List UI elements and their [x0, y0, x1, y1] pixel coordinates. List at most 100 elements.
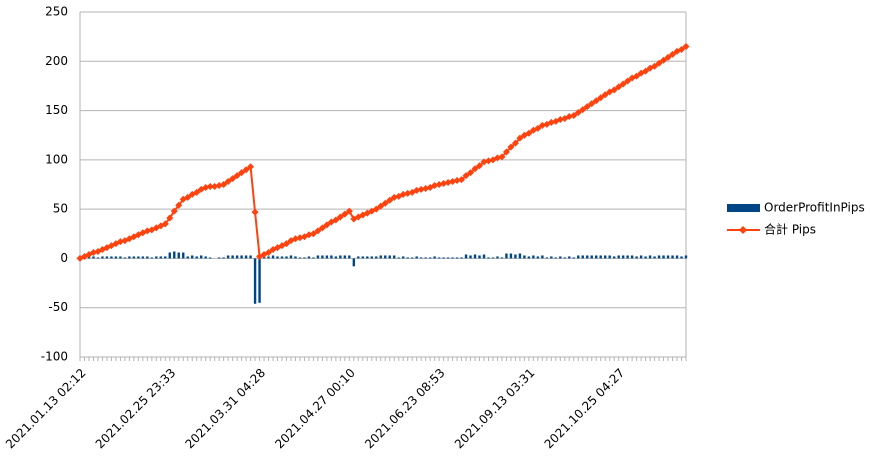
bar	[195, 256, 198, 259]
bar	[599, 255, 602, 259]
bar	[630, 255, 634, 259]
marker	[318, 224, 326, 232]
marker	[193, 188, 201, 196]
bar	[384, 255, 387, 259]
marker	[417, 185, 425, 193]
bar	[334, 256, 338, 259]
bar	[280, 256, 284, 259]
marker	[233, 172, 241, 180]
y-tick-label: 200	[45, 54, 68, 68]
bar	[307, 256, 311, 259]
bar	[572, 257, 575, 259]
marker	[502, 148, 510, 156]
marker	[655, 59, 663, 67]
marker	[574, 109, 582, 117]
marker	[511, 139, 519, 147]
marker	[592, 97, 600, 105]
bar	[294, 256, 297, 259]
bar	[276, 256, 279, 259]
bar	[253, 258, 257, 304]
marker	[211, 182, 219, 190]
bar	[123, 257, 127, 259]
marker	[498, 153, 506, 161]
marker	[381, 199, 389, 207]
bar	[657, 255, 661, 259]
bar	[473, 254, 477, 259]
bar	[244, 255, 248, 259]
marker	[516, 134, 524, 142]
marker	[682, 43, 690, 50]
bar	[621, 255, 625, 259]
marker	[291, 235, 299, 243]
marker	[579, 106, 587, 114]
marker	[242, 166, 250, 174]
y-tick-label: 250	[45, 5, 68, 19]
bar	[96, 257, 100, 259]
line	[79, 45, 687, 260]
bar	[581, 255, 584, 259]
bar	[92, 256, 95, 259]
bar	[343, 255, 347, 259]
y-tick-label: 0	[60, 251, 68, 265]
marker	[669, 50, 677, 58]
marker	[435, 181, 443, 188]
bar	[379, 255, 382, 259]
bar	[312, 257, 315, 259]
marker	[332, 216, 340, 224]
bar	[339, 255, 342, 259]
bar	[208, 257, 212, 259]
marker	[547, 118, 555, 126]
bar	[680, 256, 683, 259]
bar	[424, 257, 427, 259]
bar	[464, 254, 468, 259]
marker	[610, 86, 618, 94]
marker	[377, 202, 385, 210]
bar	[590, 255, 593, 259]
bar	[289, 255, 293, 259]
bar	[182, 252, 185, 259]
bar	[639, 255, 643, 259]
bar	[159, 256, 162, 259]
marker	[220, 181, 228, 188]
bar	[675, 255, 679, 259]
bar	[460, 257, 463, 259]
bar	[375, 256, 378, 259]
bar	[298, 257, 302, 259]
marker	[534, 124, 542, 132]
bar	[586, 255, 589, 259]
marker	[336, 213, 344, 221]
bar	[491, 257, 495, 259]
bar	[406, 257, 409, 259]
legend-swatch	[727, 204, 760, 212]
bar	[563, 257, 566, 259]
bar	[321, 255, 324, 259]
bar	[644, 256, 647, 259]
bar	[550, 256, 553, 259]
marker	[89, 249, 97, 257]
bar	[357, 256, 360, 259]
marker	[314, 227, 322, 235]
bar	[666, 255, 670, 259]
bar	[370, 256, 373, 259]
bar	[532, 255, 535, 259]
marker	[413, 186, 421, 194]
marker	[565, 112, 573, 120]
bar	[325, 255, 329, 259]
marker	[305, 231, 313, 239]
marker	[660, 56, 668, 64]
bar	[240, 255, 243, 259]
bar	[141, 256, 145, 259]
bar	[366, 256, 369, 259]
bar	[258, 258, 261, 303]
marker	[601, 91, 609, 99]
bar	[419, 257, 423, 259]
marker	[651, 62, 659, 70]
marker	[476, 162, 484, 170]
marker	[372, 205, 380, 213]
marker	[256, 252, 264, 260]
bar	[200, 255, 203, 259]
bar	[428, 257, 432, 259]
bar	[505, 253, 508, 259]
bar	[316, 255, 320, 259]
bar	[222, 257, 225, 259]
